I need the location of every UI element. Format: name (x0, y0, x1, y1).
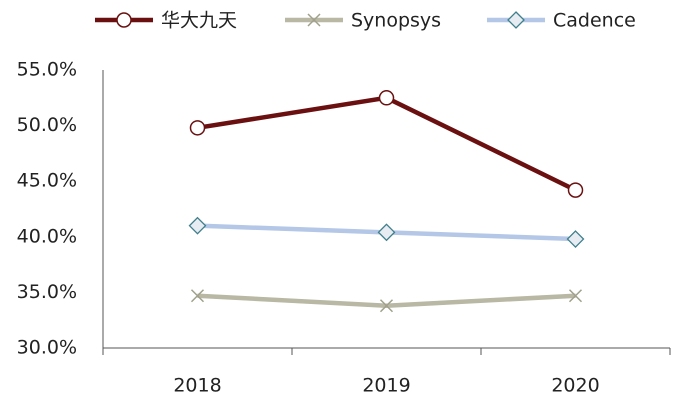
marker (377, 223, 396, 242)
marker (190, 289, 205, 303)
x-tick-label: 2019 (362, 375, 410, 397)
marker (188, 216, 207, 235)
y-tick-label: 45.0% (17, 170, 77, 192)
y-tick-label: 55.0% (17, 59, 77, 81)
marker (566, 230, 585, 248)
marker (567, 182, 584, 198)
y-tick-label: 50.0% (17, 114, 77, 136)
series-line (197, 95, 577, 193)
legend-label: Synopsys (351, 10, 441, 32)
marker (189, 120, 206, 136)
legend-label: Cadence (553, 10, 636, 32)
y-tick-label: 30.0% (17, 337, 77, 359)
marker (307, 13, 321, 27)
marker (507, 11, 525, 29)
y-tick-label: 40.0% (17, 225, 77, 247)
y-tick-label: 35.0% (17, 281, 77, 303)
legend-label: 华大九天 (161, 10, 237, 32)
marker (378, 90, 395, 106)
marker (568, 289, 583, 303)
marker (379, 299, 394, 313)
x-tick-label: 2018 (173, 375, 221, 397)
x-tick-label: 2020 (551, 375, 599, 397)
series-line (197, 293, 576, 308)
marker (116, 12, 132, 28)
